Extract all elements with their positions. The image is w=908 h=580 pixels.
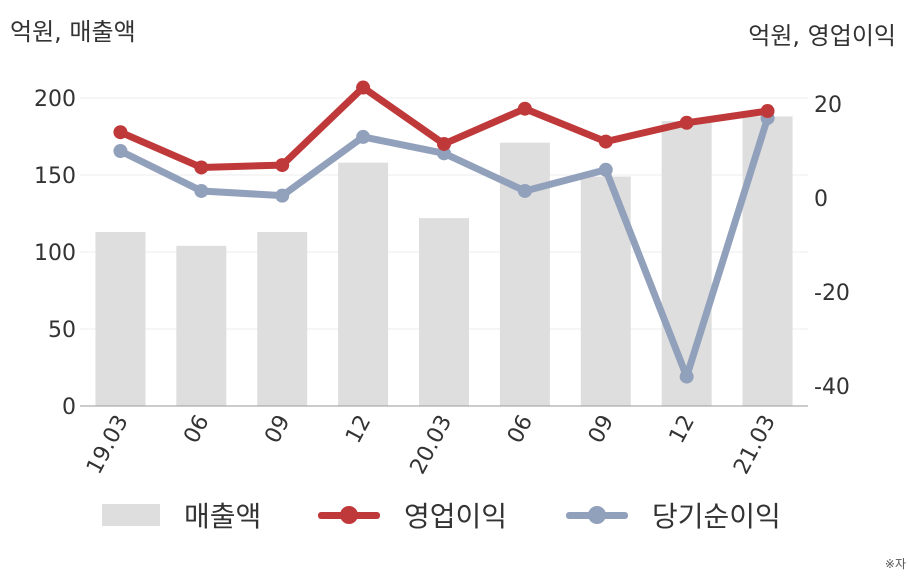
data-point [517,101,532,116]
bars [95,116,793,406]
bar [176,245,227,406]
left-tick-label: 200 [34,87,76,112]
data-point [437,136,451,151]
left-tick-label: 0 [62,395,76,420]
legend-line-swatch [318,504,380,526]
x-tick-label: 12 [665,411,700,447]
data-point [356,129,371,144]
legend-label-operating-profit: 영업이익 [404,500,508,533]
bar [742,116,793,406]
right-tick-label: 0 [814,187,828,212]
legend-bar-swatch [102,504,160,526]
data-point [679,115,694,130]
data-point [517,183,532,198]
left-tick-label: 50 [48,318,76,343]
data-point [194,160,209,175]
x-tick-label: 12 [341,411,376,447]
x-tick-label: 09 [260,411,295,447]
x-tick-label: 06 [503,411,538,447]
footnote: ※자 [884,557,906,571]
right-tick-label: -40 [814,375,850,400]
right-axis-unit: 억원, 영업이익 [748,22,896,50]
legend-label-net-income: 당기순이익 [652,500,781,533]
left-tick-label: 150 [34,164,76,189]
legend-item-revenue: 매출액 [102,490,261,540]
x-tick-label: 19.03 [82,411,134,478]
data-point [760,104,775,119]
series-operating-profit [113,80,775,175]
chart: 0 50 100 150 200 -40 -20 0 20 19.03 06 09 12 20.03 0… [34,80,850,478]
data-point [113,144,128,158]
right-tick-label: -20 [814,281,850,306]
legend-item-net-income: 당기순이익 [566,490,781,540]
data-point [598,162,613,177]
data-point [356,80,371,95]
bar [257,231,308,406]
data-point [679,369,694,384]
data-point [194,183,209,198]
x-tick-label: 06 [179,411,214,447]
data-point [113,125,128,140]
right-tick-label: 20 [814,93,842,118]
legend-label-revenue: 매출액 [184,500,262,533]
series-lines [113,80,775,384]
bar [419,218,469,406]
left-tick-label: 100 [34,241,76,266]
bar [338,162,389,406]
legend-item-operating-profit: 영업이익 [318,490,507,540]
data-point [275,188,290,203]
x-tick-label: 20.03 [406,411,458,478]
legend-line-swatch [566,504,628,526]
bar [95,231,146,406]
x-tick-label: 21.03 [729,411,781,478]
left-axis-ticks: 0 50 100 150 200 [34,87,76,420]
left-axis-unit: 억원, 매출액 [10,18,136,46]
x-tick-label: 09 [584,411,619,447]
legend: 매출액 영업이익 당기순이익 [0,490,908,540]
x-axis-ticks: 19.03 06 09 12 20.03 06 09 12 21.03 [82,411,781,478]
bar [661,121,712,406]
right-axis-ticks: -40 -20 0 20 [814,93,850,400]
data-point [598,134,613,149]
data-point [275,158,290,173]
